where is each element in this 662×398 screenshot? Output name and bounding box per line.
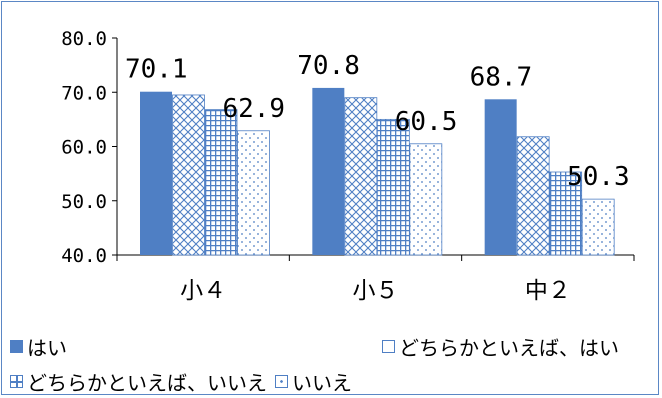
x-category-label: 小４ xyxy=(180,278,226,304)
bars-group xyxy=(140,87,615,256)
legend-item-dochiraka-iie: どちらかといえば、いいえ xyxy=(10,367,267,396)
legend-swatch-crosshatch-icon xyxy=(382,340,395,353)
bar-3-1 xyxy=(204,109,238,256)
data-label: 68.7 xyxy=(470,62,533,92)
y-tick-label: 40.0 xyxy=(61,245,107,267)
x-category-label: 小５ xyxy=(353,278,399,304)
bar-2-2 xyxy=(344,97,378,256)
legend-swatch-solid-icon xyxy=(10,340,23,353)
bar-2-1 xyxy=(172,94,205,256)
x-category-label: 中２ xyxy=(525,278,571,304)
y-tick-label: 70.0 xyxy=(61,82,107,104)
bar-4-1 xyxy=(237,130,270,256)
data-label: 60.5 xyxy=(395,107,458,137)
legend-label: はい xyxy=(27,336,67,360)
bar-1-2 xyxy=(312,87,345,255)
legend-item-hai: はい xyxy=(10,332,67,361)
bar-1-1 xyxy=(140,91,172,256)
legend-item-dochiraka-hai: どちらかといえば、はい xyxy=(382,332,619,361)
legend-label: どちらかといえば、はい xyxy=(399,336,619,360)
bar-1-3 xyxy=(484,99,517,256)
y-tick-label: 60.0 xyxy=(61,137,107,159)
data-label: 50.3 xyxy=(567,162,630,192)
bar-3-2 xyxy=(376,118,410,256)
legend-swatch-dots-icon xyxy=(275,375,288,388)
data-label: 70.8 xyxy=(297,51,360,81)
legend-label: いいえ xyxy=(292,371,352,395)
data-label: 62.9 xyxy=(222,94,285,124)
data-label: 70.1 xyxy=(125,55,188,85)
axes: 40.0 50.0 60.0 70.0 80.0 小４ 小５ 中２ xyxy=(61,28,635,304)
bar-4-2 xyxy=(409,143,443,256)
bar-3-3 xyxy=(549,171,583,256)
bar-4-3 xyxy=(581,198,615,256)
legend-item-iie: いいえ xyxy=(275,367,352,396)
y-tick-label: 50.0 xyxy=(61,191,107,213)
bar-2-3 xyxy=(516,136,550,256)
data-labels-group: 70.1 62.9 70.8 60.5 68.7 50.3 xyxy=(125,51,630,192)
y-tick-label: 80.0 xyxy=(61,28,107,50)
legend-swatch-grid-icon xyxy=(10,375,23,388)
legend-label: どちらかといえば、いいえ xyxy=(27,371,267,395)
